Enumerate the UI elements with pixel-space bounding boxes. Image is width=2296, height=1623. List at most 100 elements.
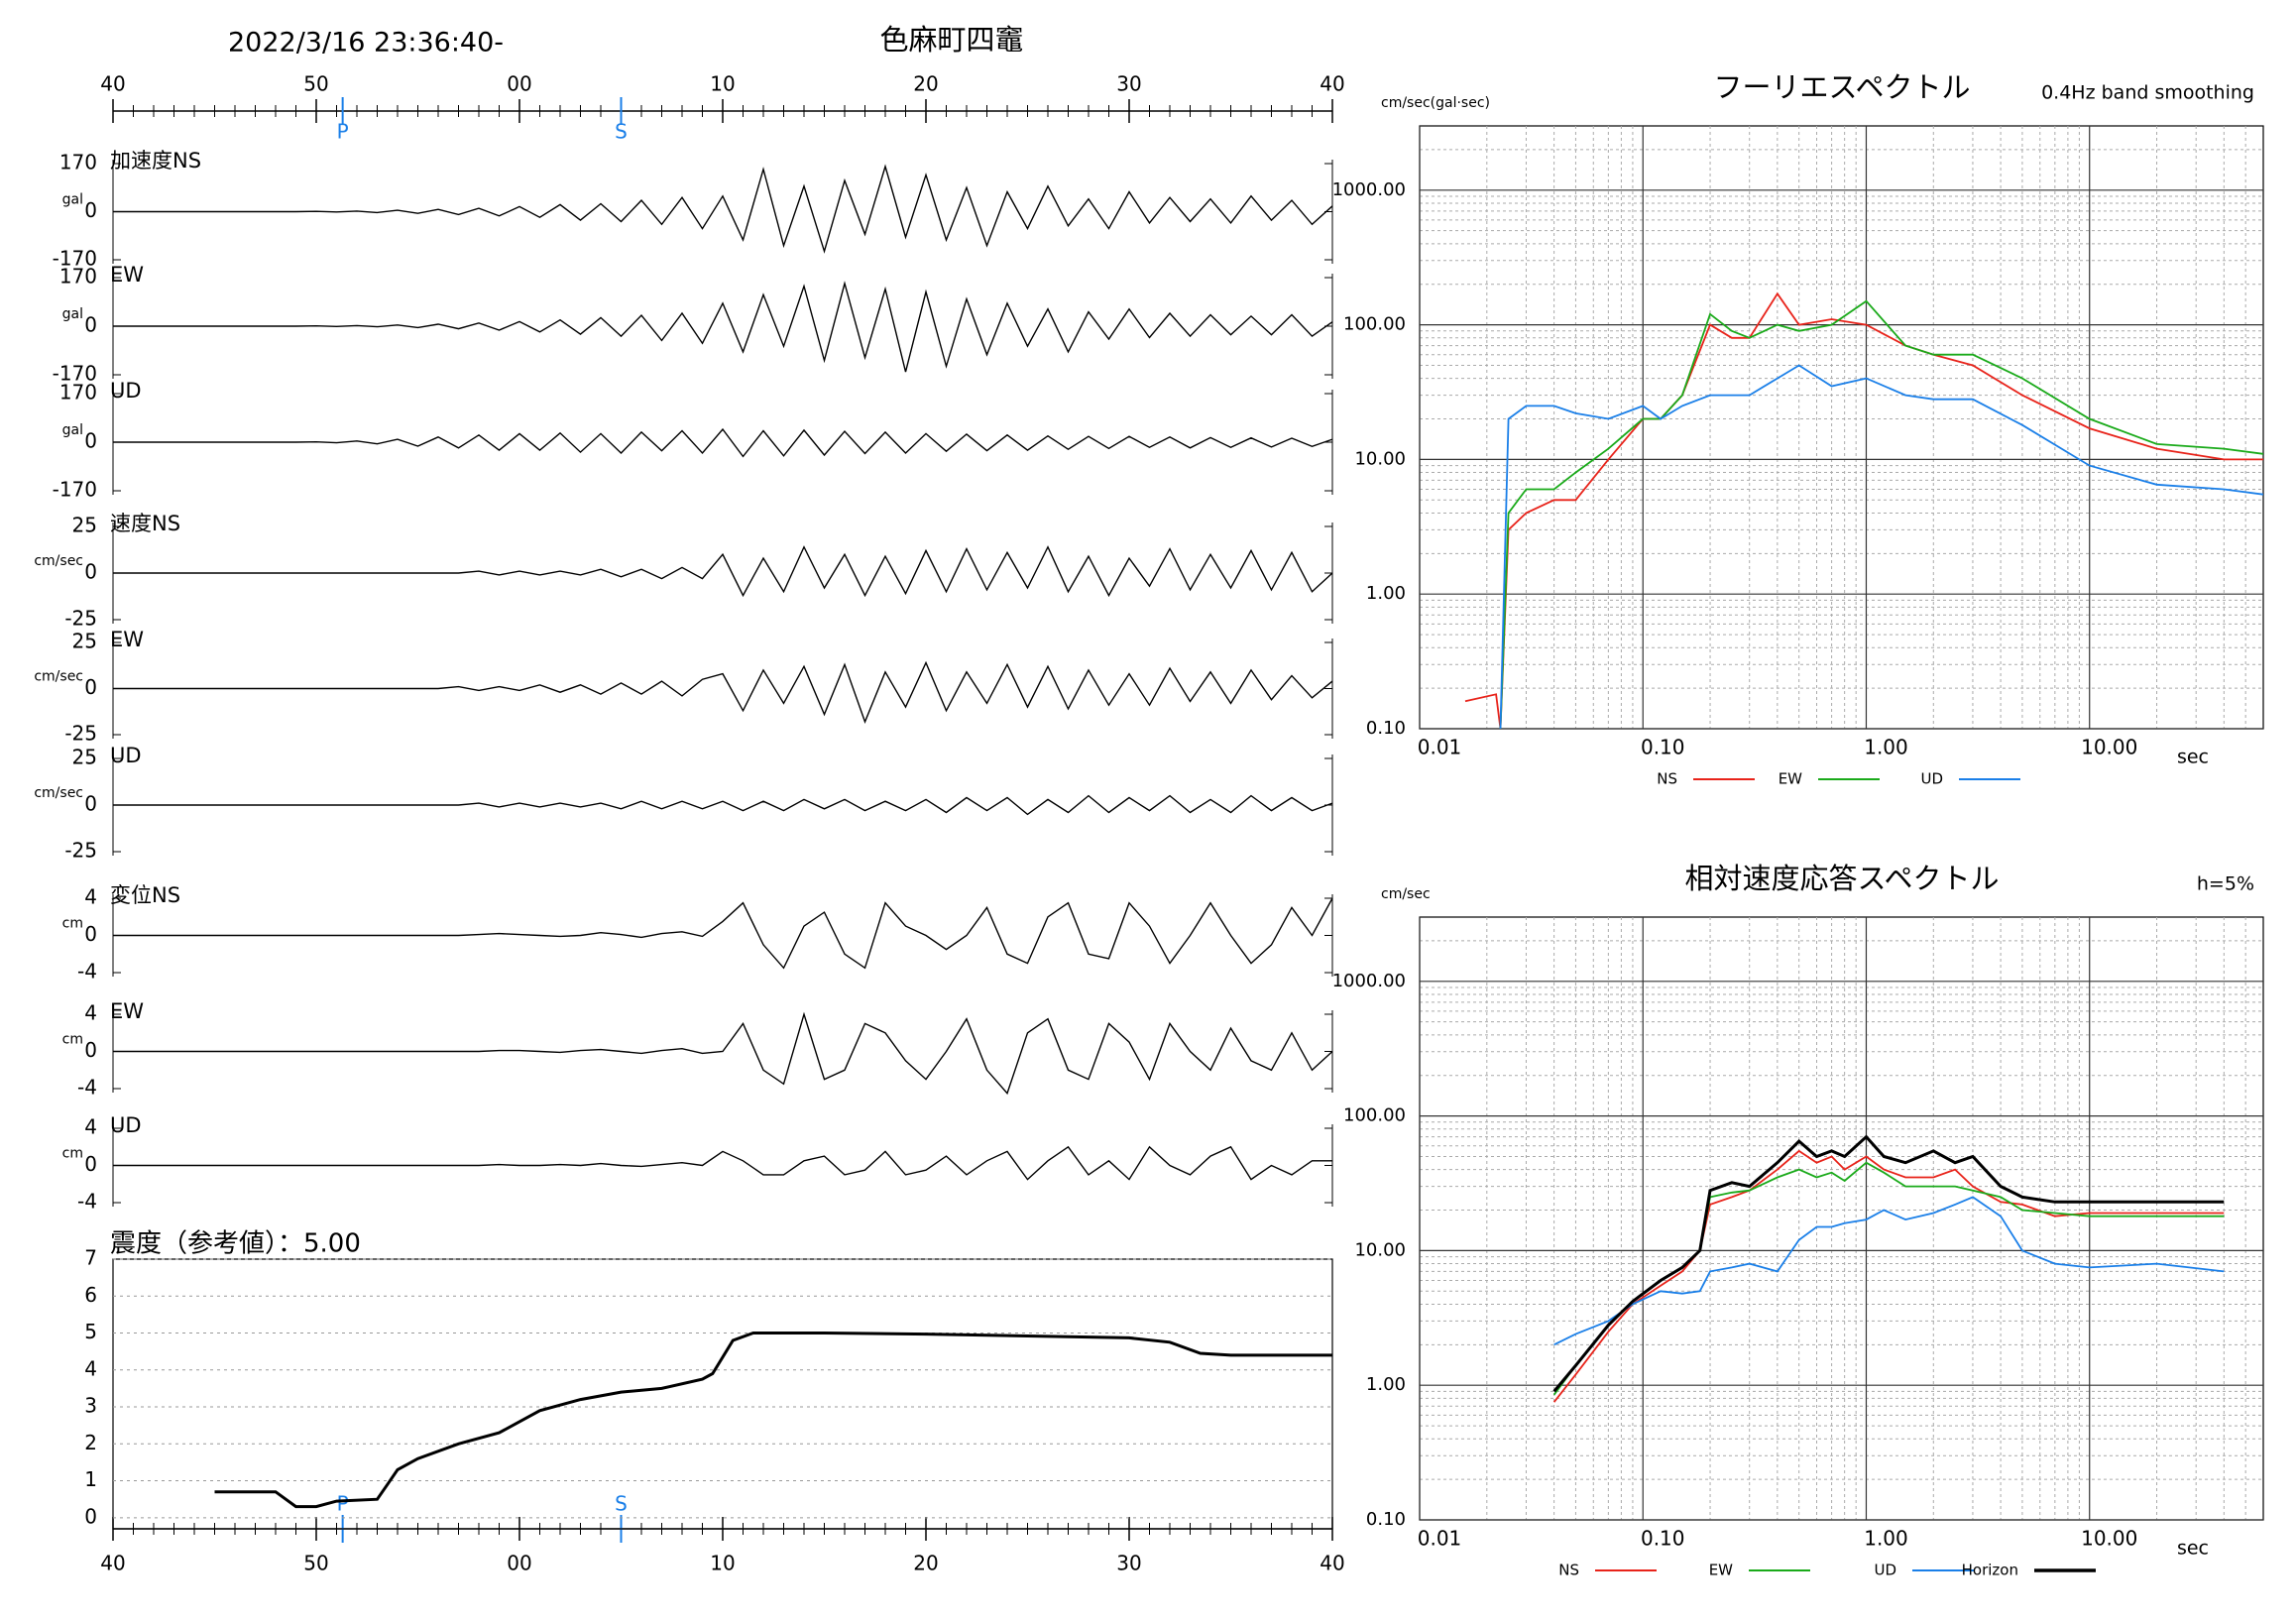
y-tick-label: -25 <box>64 839 97 863</box>
y-tick-label: 4 <box>84 885 97 909</box>
y-tick-label: 3 <box>84 1394 97 1418</box>
y-tick-label: 0.10 <box>1366 1509 1406 1530</box>
x-tick-label: 20 <box>913 1552 938 1575</box>
channel-label: UD <box>110 1113 142 1137</box>
y-tick-label: -25 <box>64 722 97 746</box>
plot-frame <box>1419 125 2264 730</box>
x-tick-label: 00 <box>507 72 531 96</box>
y-tick-label: 6 <box>84 1283 97 1307</box>
waveform <box>113 660 1333 724</box>
y-tick-label: 10.00 <box>1354 448 1406 469</box>
chart-note: h=5% <box>2197 873 2254 895</box>
phase-label: S <box>615 1492 628 1516</box>
plot-frame <box>112 1258 1333 1530</box>
y-tick-label: 0 <box>84 313 97 337</box>
y-tick-label: 0 <box>84 560 97 584</box>
y-tick-label: -4 <box>77 960 97 984</box>
y-tick-label: 170 <box>59 151 97 174</box>
unit-label: cm/sec <box>34 785 83 801</box>
y-tick-label: 0 <box>84 1152 97 1176</box>
chart-title: 相対速度応答スペクトル <box>1685 862 2000 895</box>
y-tick-label: 10.00 <box>1354 1239 1406 1260</box>
y-tick-label: -25 <box>64 607 97 631</box>
y-tick-label: 25 <box>72 746 97 769</box>
x-axis-label: sec <box>2177 1538 2209 1560</box>
phase-label: P <box>337 120 349 144</box>
y-tick-label: 1 <box>84 1467 97 1491</box>
x-axis-label: sec <box>2177 747 2209 768</box>
x-tick-label: 30 <box>1116 1552 1141 1575</box>
unit-label: gal <box>62 422 83 438</box>
chart-title: フーリエスペクトル <box>1714 70 1971 104</box>
x-tick-label: 0.01 <box>1418 1527 1462 1551</box>
waveform <box>113 897 1333 970</box>
y-tick-label: 4 <box>84 1001 97 1025</box>
y-tick-label: 0.10 <box>1366 718 1406 739</box>
y-tick-label: 1.00 <box>1366 1374 1406 1395</box>
unit-label: gal <box>62 306 83 322</box>
unit-label: cm <box>62 1146 83 1162</box>
legend-label: NS <box>1558 1562 1579 1579</box>
legend-label: Horizon <box>1962 1562 2018 1579</box>
channel-label: 加速度NS <box>110 149 201 173</box>
x-tick-label: 40 <box>1320 72 1344 96</box>
waveform <box>113 427 1333 458</box>
channel-label: UD <box>110 379 142 403</box>
y-unit: cm/sec <box>1381 886 1431 902</box>
waveform <box>113 164 1333 254</box>
y-tick-label: 4 <box>84 1115 97 1139</box>
x-tick-label: 0.10 <box>1641 736 1685 759</box>
y-tick-label: 170 <box>59 265 97 289</box>
y-tick-label: 0 <box>84 792 97 816</box>
x-tick-label: 40 <box>100 72 125 96</box>
channel-label: UD <box>110 744 142 767</box>
x-tick-label: 10 <box>710 72 735 96</box>
y-tick-label: 5 <box>84 1320 97 1343</box>
spectrum-line <box>1553 1196 2225 1346</box>
unit-label: cm/sec <box>34 669 83 685</box>
channel-label: 変位NS <box>110 883 180 907</box>
y-tick-label: 100.00 <box>1343 1105 1406 1126</box>
y-tick-label: 1000.00 <box>1332 971 1406 991</box>
spectrum-line <box>1552 1149 2225 1403</box>
phase-label: S <box>615 120 628 144</box>
spectrum-line <box>1464 291 2263 729</box>
x-tick-label: 0.10 <box>1641 1527 1685 1551</box>
x-tick-label: 1.00 <box>1864 1527 1908 1551</box>
chart-title: 震度（参考値）：5.00 <box>110 1229 361 1259</box>
channel-label: 速度NS <box>110 512 180 535</box>
waveform <box>113 281 1333 373</box>
spectrum-line <box>1552 1161 2225 1396</box>
y-unit: cm/sec(gal·sec) <box>1381 95 1490 111</box>
x-tick-label: 10.00 <box>2081 1527 2137 1551</box>
x-tick-label: 50 <box>303 72 328 96</box>
y-tick-label: -170 <box>53 478 97 502</box>
channel-label: EW <box>110 999 144 1023</box>
plot-frame <box>1419 916 2264 1521</box>
x-tick-label: 1.00 <box>1864 736 1908 759</box>
unit-label: cm <box>62 1032 83 1048</box>
x-tick-label: 00 <box>507 1552 531 1575</box>
y-tick-label: 100.00 <box>1343 314 1406 335</box>
y-tick-label: 170 <box>59 381 97 405</box>
spectrum-line <box>1499 364 2263 729</box>
x-tick-label: 20 <box>913 72 938 96</box>
datetime: 2022/3/16 23:36:40- <box>228 28 504 58</box>
y-tick-label: -4 <box>77 1190 97 1214</box>
station: 色麻町四竈 <box>879 23 1023 57</box>
y-tick-label: 1.00 <box>1366 583 1406 604</box>
y-tick-label: 0 <box>84 1038 97 1062</box>
y-tick-label: 4 <box>84 1356 97 1380</box>
x-tick-label: 40 <box>1320 1552 1344 1575</box>
spectrum-line <box>1552 1134 2225 1393</box>
y-tick-label: 0 <box>84 1504 97 1528</box>
y-tick-label: 0 <box>84 922 97 946</box>
spectrum-line <box>1499 299 2263 729</box>
y-tick-label: 0 <box>84 429 97 453</box>
waveform <box>113 1011 1333 1096</box>
channel-label: EW <box>110 263 144 287</box>
unit-label: cm <box>62 916 83 932</box>
intensity-line <box>214 1332 1332 1509</box>
legend-label: UD <box>1874 1562 1896 1579</box>
